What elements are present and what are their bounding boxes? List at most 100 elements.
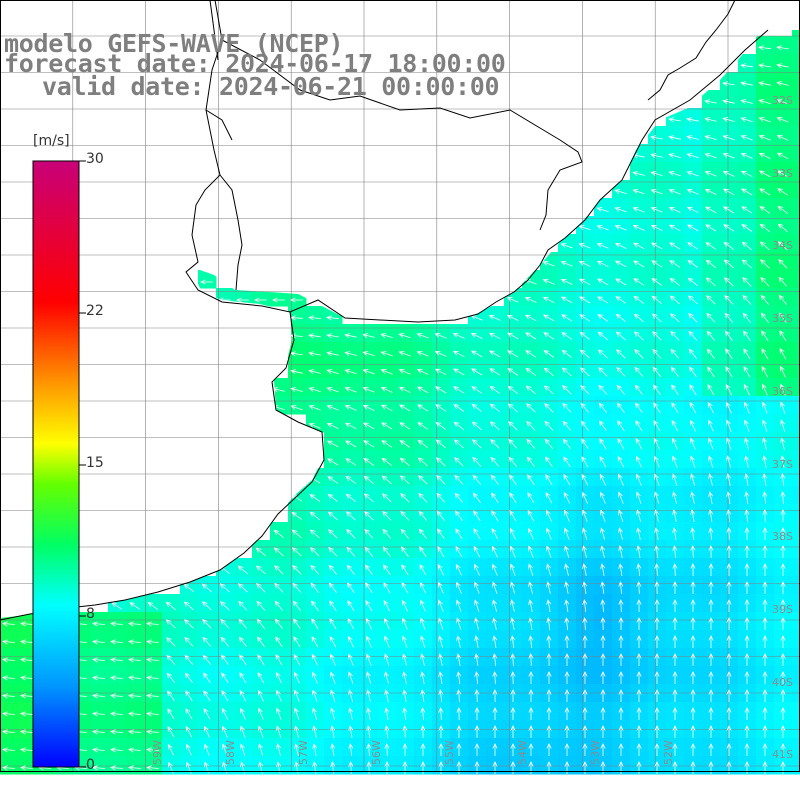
speed-cell	[684, 540, 703, 559]
speed-cell	[666, 162, 685, 181]
wind-arrow	[471, 386, 483, 394]
wind-arrow	[507, 332, 519, 340]
wind-arrow	[398, 404, 411, 412]
wind-arrow	[708, 689, 714, 702]
speed-cell	[576, 594, 595, 613]
speed-cell	[144, 702, 163, 721]
wind-arrow	[312, 689, 318, 702]
wind-arrow	[492, 635, 498, 648]
wind-arrow	[582, 635, 588, 648]
speed-cell	[414, 324, 433, 343]
speed-cell	[450, 342, 469, 361]
speed-cell	[648, 468, 667, 487]
wind-arrow	[510, 617, 516, 630]
wind-arrow	[636, 725, 642, 738]
wind-arrow	[654, 671, 660, 684]
wind-arrow	[363, 422, 375, 430]
wind-arrow	[726, 671, 732, 684]
speed-cell	[486, 396, 505, 415]
wind-arrow	[510, 689, 516, 702]
wind-arrow	[689, 401, 697, 414]
wind-arrow	[636, 473, 642, 486]
speed-cell	[666, 180, 685, 199]
speed-cell	[648, 162, 667, 181]
speed-cell	[504, 612, 523, 631]
wind-arrow	[690, 455, 696, 468]
wind-arrow	[510, 743, 516, 756]
wind-arrow	[740, 188, 753, 196]
wind-arrow	[435, 457, 446, 467]
wind-arrow	[654, 743, 660, 756]
wind-arrow	[708, 545, 714, 559]
wind-arrow	[690, 419, 696, 432]
wind-arrow	[704, 135, 717, 141]
wind-arrow	[616, 366, 626, 377]
wind-arrow	[546, 725, 552, 738]
wind-arrow	[614, 243, 627, 249]
wind-arrow	[437, 563, 445, 576]
speed-cell	[90, 630, 109, 649]
wind-arrow	[635, 420, 643, 432]
wind-arrow	[438, 689, 444, 703]
wind-arrow	[256, 600, 266, 611]
wind-arrow	[726, 527, 732, 541]
speed-cell	[792, 396, 800, 415]
wind-arrow	[418, 510, 428, 521]
wind-arrow	[758, 135, 771, 141]
wind-arrow	[614, 225, 627, 231]
wind-arrow	[185, 707, 193, 720]
wind-arrow	[543, 349, 555, 358]
speed-cell	[792, 648, 800, 667]
wind-arrow	[491, 492, 499, 504]
wind-arrow	[362, 405, 375, 411]
wind-arrow	[417, 457, 428, 467]
wind-arrow	[708, 599, 714, 612]
speed-cell	[360, 414, 379, 433]
wind-arrow	[617, 437, 625, 450]
wind-arrow	[780, 455, 786, 468]
wind-arrow	[744, 581, 750, 594]
wind-arrow	[509, 492, 517, 504]
wind-arrow	[290, 369, 303, 375]
speed-cell	[378, 666, 397, 685]
speed-cell	[756, 414, 775, 433]
speed-cell	[792, 324, 800, 343]
wind-arrow	[562, 420, 572, 431]
speed-cell	[234, 738, 253, 757]
wind-arrow	[110, 657, 124, 663]
speed-cell	[360, 666, 379, 685]
speed-cell	[630, 180, 649, 199]
wind-arrow	[472, 456, 482, 467]
speed-cell	[648, 198, 667, 217]
wind-arrow	[291, 547, 302, 557]
speed-cell	[738, 108, 757, 127]
wind-arrow	[546, 581, 552, 594]
speed-cell	[486, 342, 505, 361]
wind-arrow	[600, 491, 606, 504]
wind-arrow	[92, 765, 106, 771]
speed-cell	[594, 252, 613, 271]
wind-arrow	[491, 527, 499, 540]
speed-cell	[378, 360, 397, 379]
wind-arrow	[759, 206, 771, 214]
wind-arrow	[690, 437, 696, 450]
wind-arrow	[490, 474, 500, 485]
wind-arrow	[380, 351, 393, 357]
speed-cell	[198, 756, 217, 775]
speed-cell	[468, 324, 487, 343]
speed-cell	[756, 36, 775, 55]
lon-label: 52W	[662, 740, 675, 765]
wind-arrow	[744, 671, 750, 684]
wind-arrow	[564, 725, 570, 738]
speed-cell	[432, 612, 451, 631]
speed-cell	[0, 630, 19, 649]
speed-cell	[738, 72, 757, 91]
wind-arrow	[347, 600, 355, 612]
wind-arrow	[690, 599, 696, 612]
speed-cell	[486, 378, 505, 397]
wind-arrow	[636, 653, 642, 666]
wind-arrow	[239, 672, 247, 684]
wind-arrow	[582, 617, 588, 631]
speed-cell	[756, 198, 775, 217]
speed-cell	[108, 630, 127, 649]
